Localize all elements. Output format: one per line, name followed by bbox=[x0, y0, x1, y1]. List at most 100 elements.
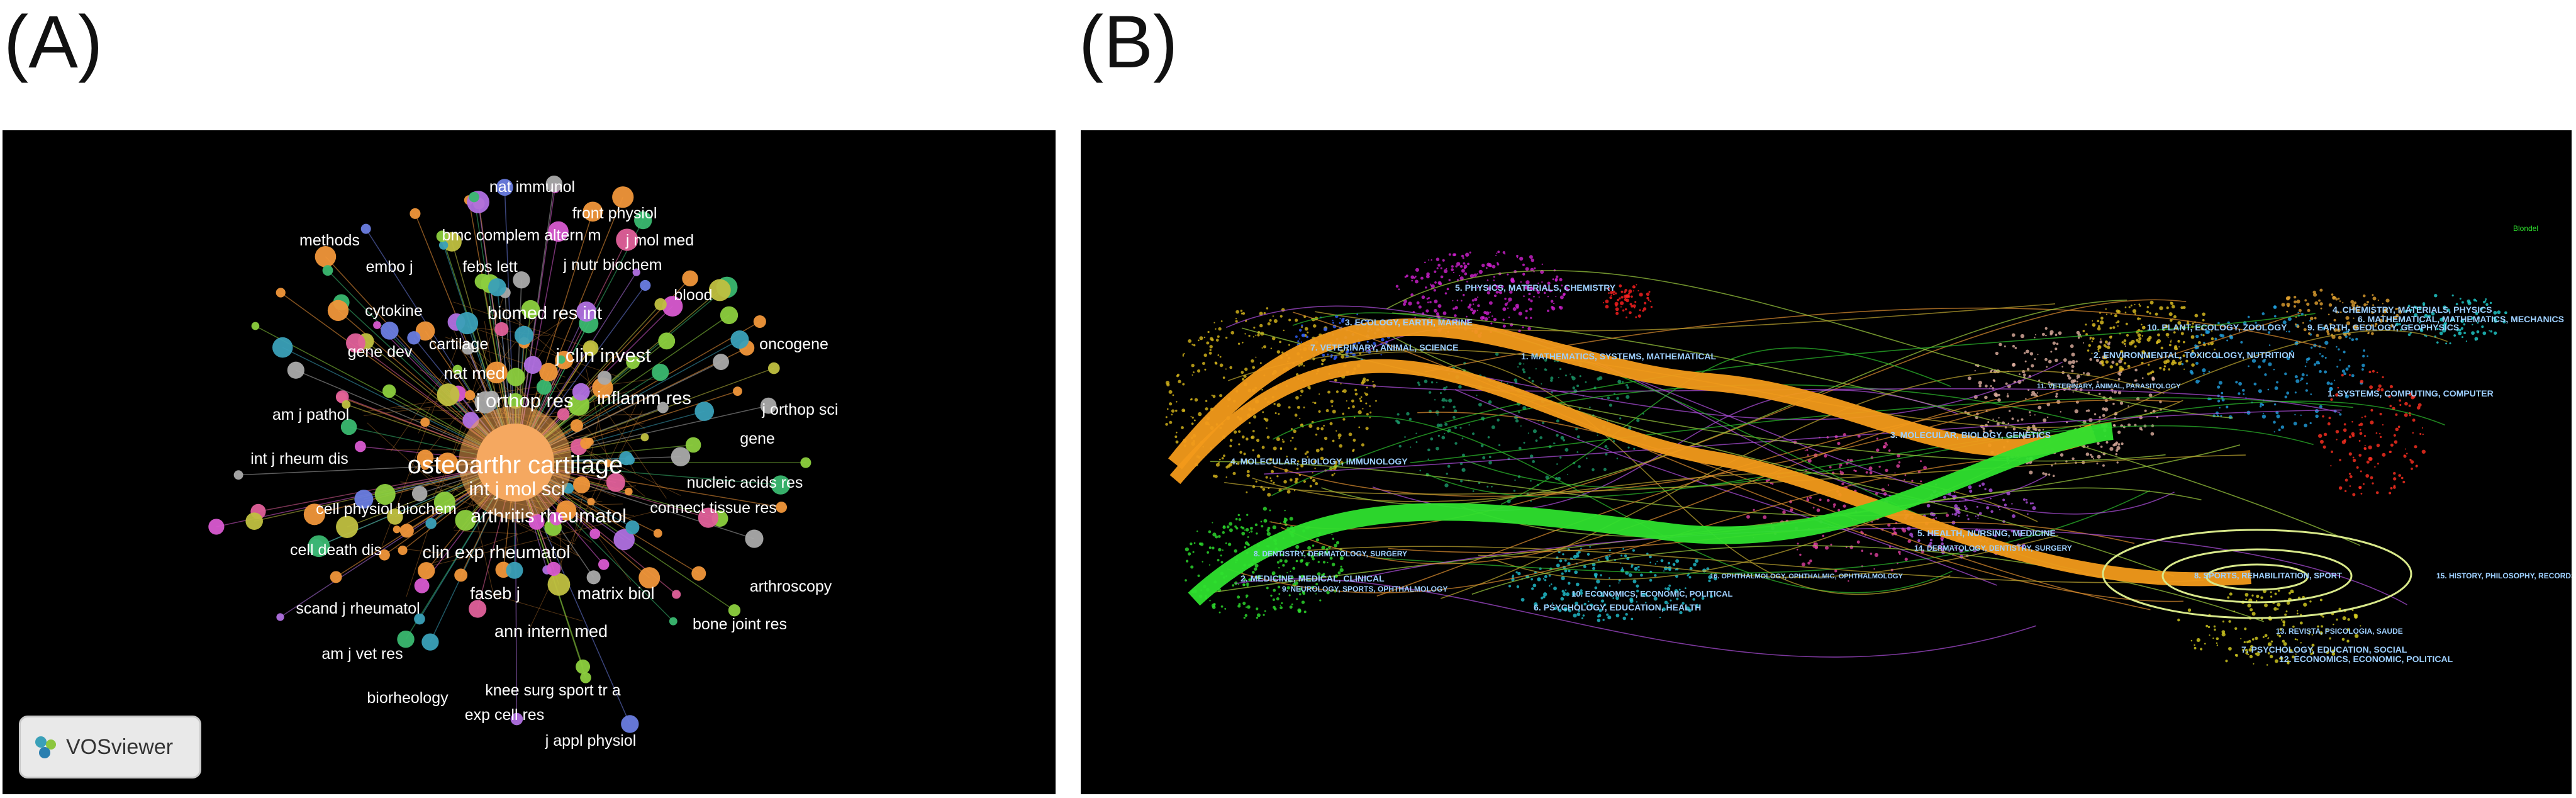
map-point bbox=[1646, 296, 1649, 300]
map-point bbox=[2348, 332, 2351, 336]
map-point bbox=[1612, 290, 1615, 294]
map-point bbox=[2011, 503, 2013, 505]
map-point bbox=[2359, 429, 2361, 431]
network-node bbox=[336, 515, 359, 538]
map-point bbox=[1983, 436, 1987, 438]
map-point bbox=[1615, 596, 1619, 600]
map-point bbox=[1951, 513, 1954, 515]
map-point bbox=[2475, 312, 2478, 315]
map-point bbox=[2107, 342, 2110, 346]
map-point bbox=[1296, 468, 1299, 470]
node-label: nat med bbox=[443, 364, 505, 383]
node-label: ann intern med bbox=[494, 622, 608, 641]
map-point bbox=[1876, 448, 1880, 452]
map-point bbox=[2378, 310, 2381, 312]
map-point bbox=[1631, 305, 1634, 308]
map-point bbox=[1237, 595, 1241, 599]
map-point bbox=[1295, 318, 1298, 322]
network-node bbox=[776, 502, 788, 513]
map-point bbox=[1303, 364, 1305, 367]
map-point bbox=[2245, 651, 2248, 655]
map-point bbox=[1898, 461, 1901, 464]
map-point bbox=[1235, 310, 1239, 314]
citation-link bbox=[1471, 545, 2264, 622]
map-point bbox=[1666, 587, 1671, 591]
map-point bbox=[2159, 306, 2163, 310]
map-point bbox=[1171, 409, 1175, 413]
map-point bbox=[1436, 257, 1440, 261]
map-point bbox=[2390, 486, 2393, 490]
map-point bbox=[2309, 319, 2312, 322]
map-point bbox=[1510, 279, 1515, 284]
map-point bbox=[2345, 316, 2350, 320]
map-point bbox=[1708, 575, 1712, 580]
map-point bbox=[1265, 476, 1268, 479]
map-point bbox=[1323, 327, 1328, 332]
map-point bbox=[1303, 610, 1307, 614]
map-point bbox=[2319, 439, 2324, 444]
map-point bbox=[1507, 307, 1509, 309]
network-node bbox=[657, 402, 669, 413]
map-point bbox=[1629, 311, 1632, 315]
map-point bbox=[1437, 414, 1439, 416]
map-point bbox=[2052, 475, 2055, 478]
map-point bbox=[2351, 434, 2355, 437]
map-point bbox=[2323, 432, 2328, 437]
map-point bbox=[1558, 476, 1561, 480]
map-point bbox=[1406, 412, 1410, 416]
map-point bbox=[2022, 498, 2026, 501]
map-point bbox=[1763, 515, 1767, 519]
map-point bbox=[2377, 388, 2380, 391]
map-point bbox=[1619, 417, 1622, 420]
map-point bbox=[2187, 608, 2192, 612]
map-point bbox=[1225, 368, 1227, 370]
map-point bbox=[1342, 412, 1345, 415]
map-point bbox=[2331, 293, 2334, 296]
map-point bbox=[1169, 402, 1173, 406]
map-point bbox=[2103, 344, 2106, 347]
map-point bbox=[1461, 453, 1465, 457]
cluster-label: 3. ECOLOGY, EARTH, MARINE bbox=[1345, 317, 1473, 327]
map-point bbox=[2286, 356, 2290, 361]
map-point bbox=[1453, 409, 1458, 413]
map-point bbox=[2256, 594, 2260, 598]
map-point bbox=[1525, 310, 1528, 313]
map-point bbox=[2278, 634, 2282, 638]
map-point bbox=[2266, 664, 2268, 666]
map-point bbox=[1246, 491, 1248, 493]
map-point bbox=[2370, 324, 2373, 327]
map-point bbox=[1198, 412, 1202, 417]
network-node bbox=[436, 230, 448, 242]
map-point bbox=[2278, 429, 2281, 432]
map-point bbox=[2150, 432, 2155, 436]
map-point bbox=[2348, 435, 2352, 439]
map-point bbox=[2309, 317, 2314, 320]
map-point bbox=[1278, 413, 1280, 415]
map-point bbox=[2264, 373, 2267, 376]
map-point bbox=[1812, 507, 1815, 509]
map-point bbox=[1616, 396, 1619, 400]
map-point bbox=[2214, 628, 2216, 631]
map-point bbox=[1452, 271, 1455, 274]
map-point bbox=[2134, 379, 2136, 382]
map-point bbox=[2241, 649, 2244, 651]
network-node bbox=[360, 223, 371, 234]
map-point bbox=[2352, 458, 2356, 463]
map-point bbox=[1491, 485, 1493, 488]
map-point bbox=[1427, 301, 1429, 303]
map-point bbox=[2493, 318, 2498, 323]
map-point bbox=[2389, 385, 2394, 388]
map-point bbox=[1600, 599, 1605, 603]
map-point bbox=[2238, 392, 2241, 395]
map-point bbox=[2273, 431, 2275, 433]
map-point bbox=[2122, 355, 2125, 357]
map-point bbox=[1482, 456, 1486, 459]
map-point bbox=[1191, 344, 1193, 346]
map-point bbox=[1550, 376, 1554, 380]
map-point bbox=[1649, 578, 1653, 582]
map-point bbox=[2071, 457, 2075, 461]
map-point bbox=[1243, 452, 1246, 456]
node-label: biomed res int bbox=[488, 303, 602, 323]
map-point bbox=[2071, 352, 2075, 357]
map-point bbox=[2358, 319, 2360, 322]
